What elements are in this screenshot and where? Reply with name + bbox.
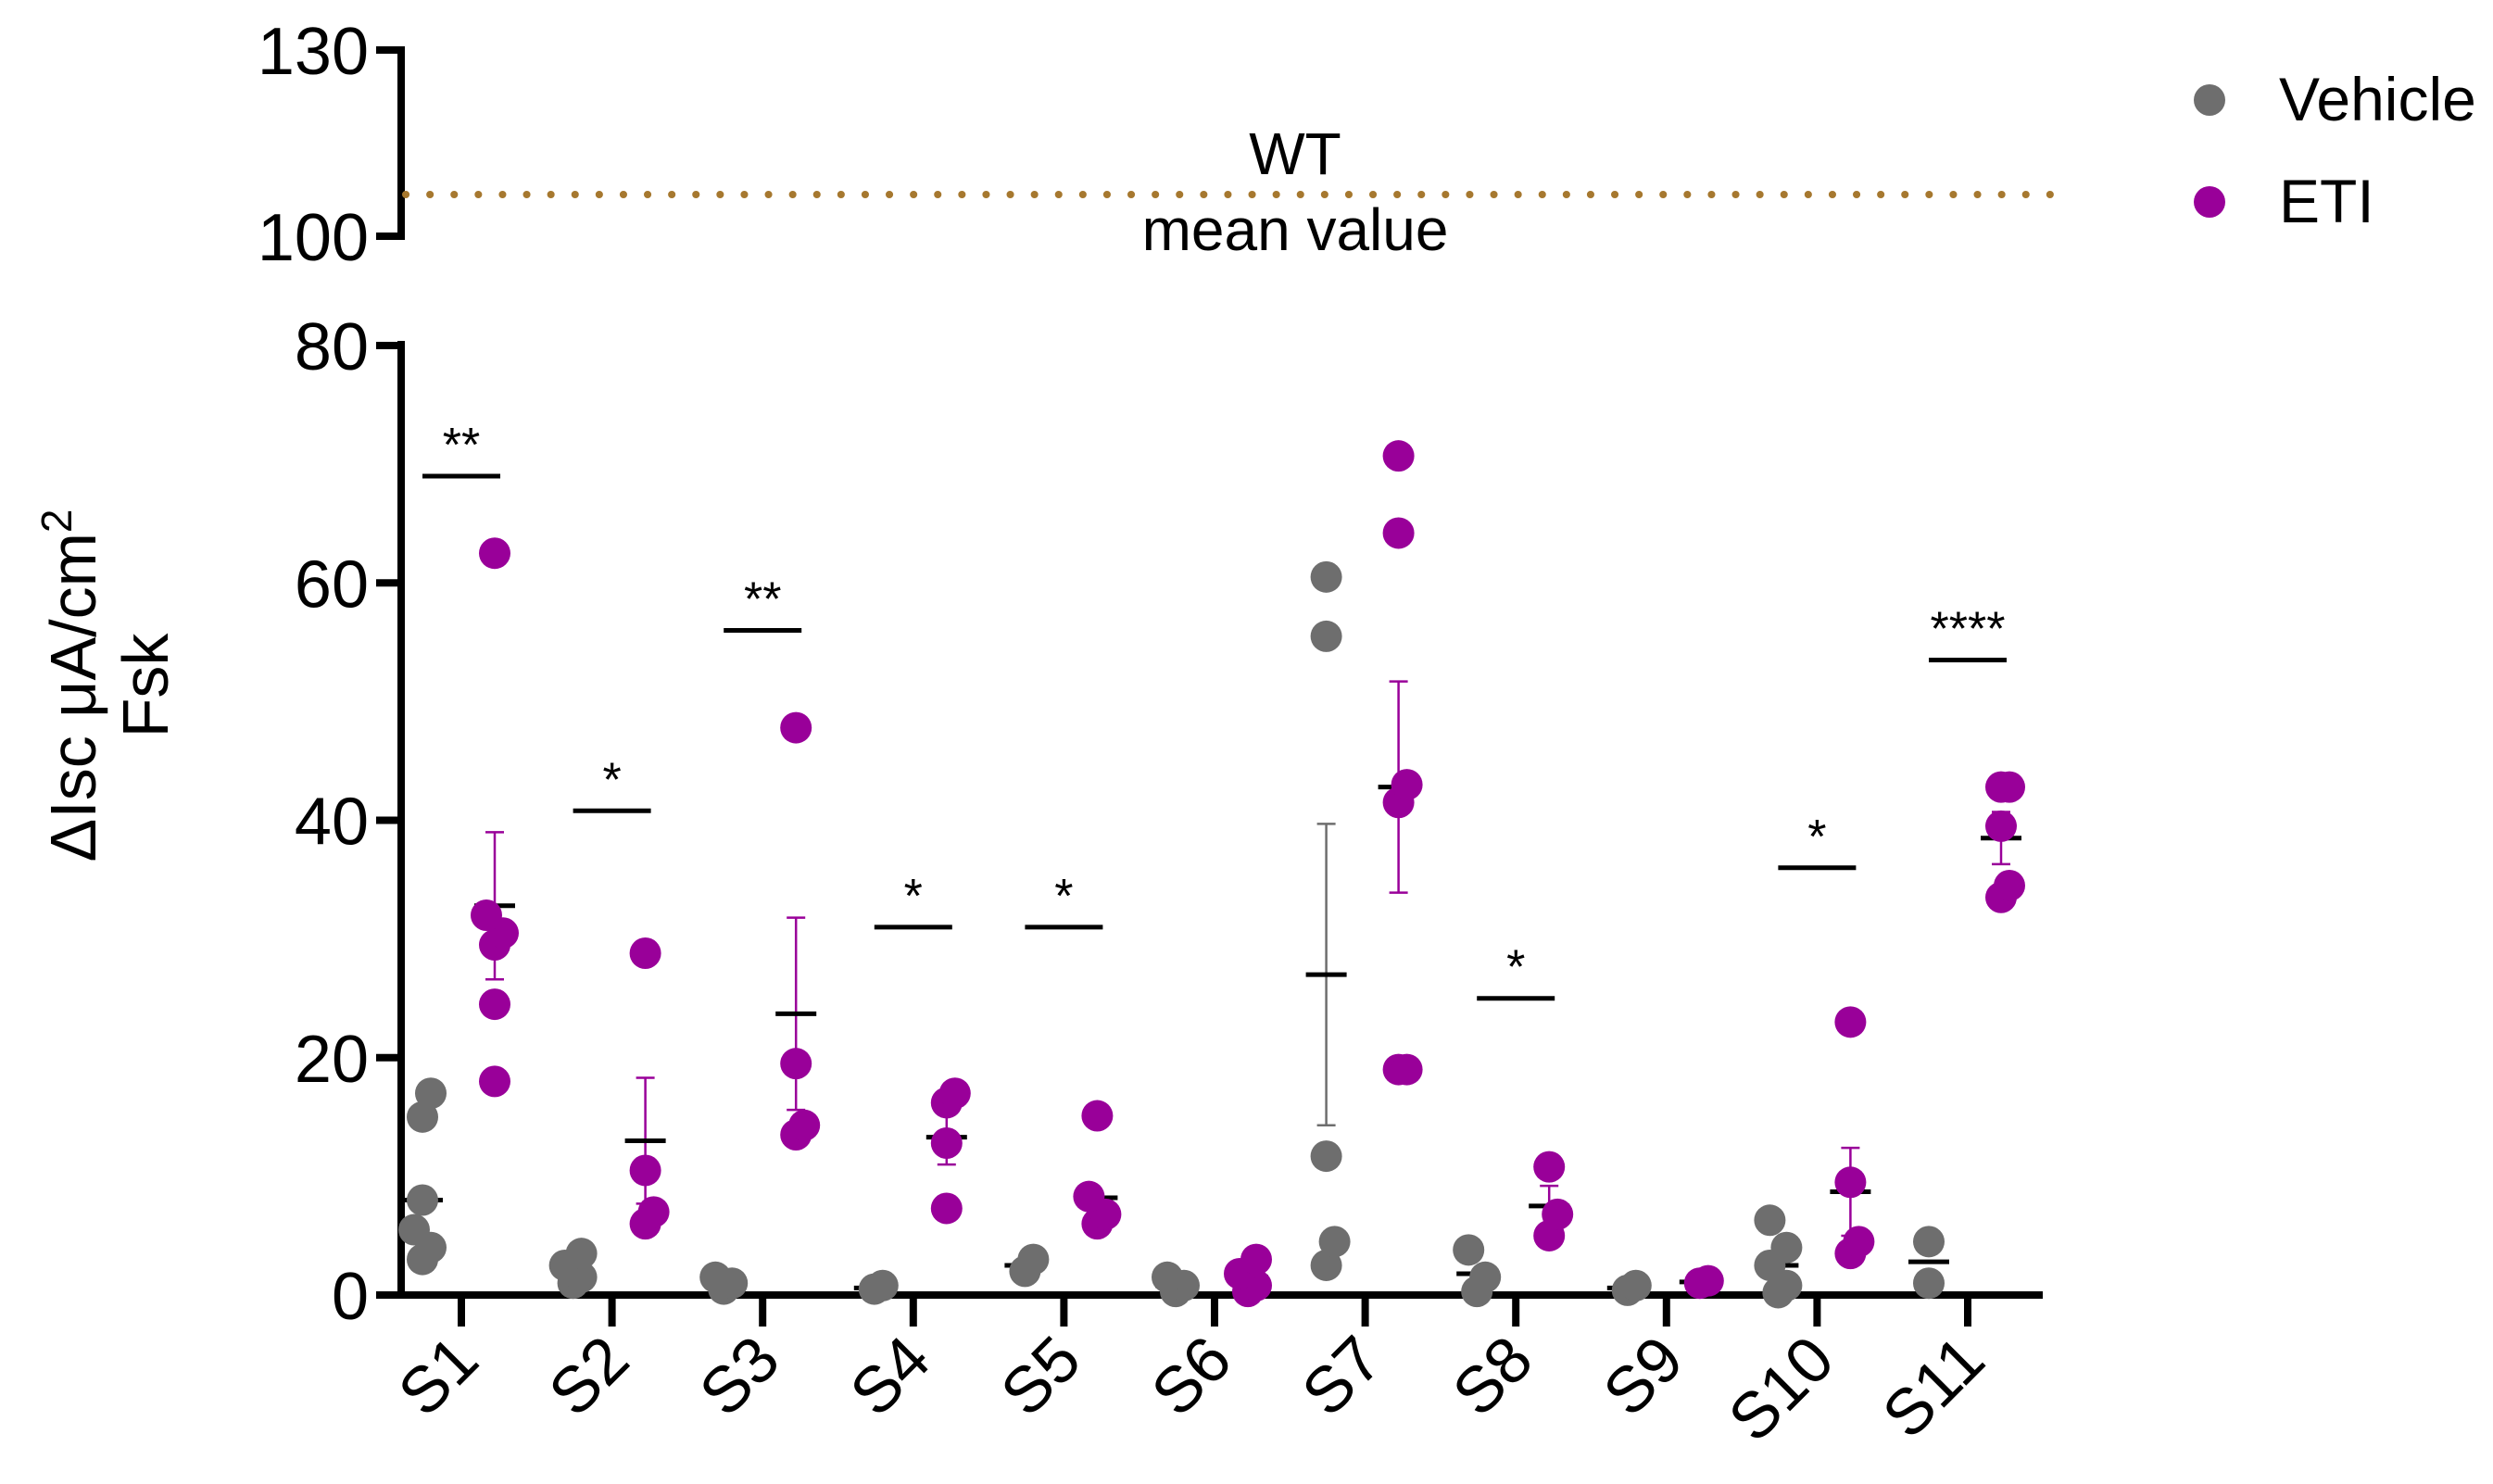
significance-label-s11: **** — [1931, 603, 2006, 657]
significance-label-s10: * — [1807, 811, 1826, 864]
x-tick-label-s4: S4 — [837, 1322, 944, 1429]
significance-label-s1: ** — [443, 419, 480, 472]
y-axis-title-superscript: 2 — [32, 509, 81, 533]
point-vehicle-s7-4 — [1310, 620, 1342, 652]
point-eti-s10-4 — [1834, 1006, 1867, 1038]
x-tick-label-s7: S7 — [1289, 1322, 1396, 1429]
point-vehicle-s1-6 — [415, 1077, 447, 1110]
legend-swatch-eti — [2194, 186, 2225, 218]
point-eti-s3-2 — [788, 1109, 821, 1141]
point-eti-s7-2 — [1391, 1053, 1423, 1086]
significance-label-s2: * — [602, 753, 621, 807]
data-points — [398, 440, 2025, 1309]
y-tick-label-20: 20 — [295, 1023, 369, 1097]
point-eti-s10-2 — [1843, 1226, 1875, 1258]
point-vehicle-s10-5 — [1754, 1204, 1786, 1237]
point-eti-s5-3 — [1073, 1180, 1105, 1213]
point-eti-s7-4 — [1391, 769, 1423, 801]
point-eti-s11-2 — [1994, 869, 2025, 901]
point-vehicle-s7-3 — [1310, 1140, 1342, 1173]
point-eti-s11-3 — [1985, 810, 2017, 842]
point-eti-s1-1 — [479, 1065, 510, 1098]
point-vehicle-s3-3 — [699, 1261, 732, 1293]
x-tick-label-s9: S9 — [1590, 1322, 1697, 1429]
point-vehicle-s2-4 — [565, 1238, 598, 1270]
significance-label-s3: ** — [744, 573, 781, 627]
point-eti-s7-5 — [1382, 517, 1415, 549]
point-eti-s10-3 — [1834, 1166, 1867, 1199]
y-tick-label-130: 130 — [258, 15, 369, 89]
x-tick-label-s10: S10 — [1715, 1322, 1847, 1454]
point-eti-s2-3 — [629, 1154, 661, 1187]
y-axis-title-line1: ΔIsc μA/cm — [37, 533, 109, 861]
y-tick-label-40: 40 — [295, 786, 369, 860]
point-eti-s1-6 — [479, 537, 510, 570]
point-eti-s4-4 — [938, 1077, 971, 1110]
error-bars — [485, 680, 2010, 1238]
point-vehicle-s7-1 — [1310, 1249, 1342, 1281]
point-vehicle-s9-2 — [1619, 1269, 1652, 1302]
point-vehicle-s1-3 — [398, 1214, 430, 1246]
x-tick-label-s6: S6 — [1138, 1322, 1245, 1429]
point-vehicle-s11-1 — [1913, 1267, 1945, 1300]
wt-mean-label-line2: mean value — [1142, 196, 1449, 263]
point-vehicle-s5-2 — [1017, 1243, 1050, 1276]
point-eti-s1-5 — [471, 899, 502, 931]
x-tick-label-s5: S5 — [987, 1322, 1094, 1429]
y-tick-label-100: 100 — [258, 201, 369, 275]
legend: Vehicle ETI — [2194, 65, 2476, 235]
wt-mean-label-line1: WT — [1249, 120, 1341, 187]
point-eti-s5-4 — [1081, 1100, 1114, 1132]
svg-text:ΔIsc μA/cm2: ΔIsc μA/cm2 — [32, 509, 109, 861]
point-vehicle-s11-2 — [1913, 1226, 1945, 1258]
y-tick-label-0: 0 — [332, 1260, 369, 1334]
point-vehicle-s8-2 — [1469, 1261, 1502, 1293]
x-tick-label-s2: S2 — [535, 1322, 643, 1429]
point-eti-s3-3 — [780, 1048, 812, 1080]
x-tick-label-s1: S1 — [384, 1322, 492, 1429]
point-vehicle-s7-2 — [1318, 1226, 1351, 1258]
point-vehicle-s6-3 — [1152, 1261, 1183, 1293]
point-eti-s6-4 — [1240, 1243, 1272, 1276]
point-eti-s3-4 — [780, 711, 812, 744]
point-vehicle-s4-2 — [866, 1269, 899, 1302]
significance-label-s8: * — [1506, 941, 1525, 995]
point-vehicle-s8-3 — [1453, 1234, 1485, 1266]
y-tick-label-60: 60 — [295, 547, 369, 622]
y-ticks-lower: 0 20 40 60 80 — [295, 310, 405, 1334]
y-axis-title-line2: Fsk — [109, 633, 182, 738]
significance-label-s5: * — [1054, 870, 1073, 924]
point-eti-s8-2 — [1542, 1198, 1574, 1230]
point-vehicle-s1-4 — [407, 1184, 438, 1216]
legend-label-eti: ETI — [2279, 167, 2374, 235]
x-tick-label-s3: S3 — [686, 1322, 793, 1429]
point-eti-s2-2 — [637, 1196, 670, 1228]
point-vehicle-s7-5 — [1310, 560, 1342, 593]
legend-swatch-vehicle — [2194, 84, 2225, 116]
point-eti-s4-2 — [930, 1127, 963, 1159]
x-ticks: S1 S2 S3 S4 S5 S6 S7 S8 S9 S10 S11 — [384, 1295, 1998, 1455]
point-vehicle-s10-4 — [1770, 1231, 1803, 1264]
significance-markers: ****** ******* — [422, 419, 2007, 1001]
legend-label-vehicle: Vehicle — [2279, 65, 2476, 133]
x-tick-label-s8: S8 — [1439, 1322, 1546, 1429]
significance-label-s4: * — [904, 870, 923, 924]
x-tick-label-s11: S11 — [1869, 1322, 1998, 1452]
point-eti-s2-4 — [629, 937, 661, 969]
point-vehicle-s1-5 — [407, 1100, 438, 1133]
point-eti-s9-2 — [1692, 1264, 1724, 1297]
point-eti-s11-5 — [1994, 771, 2025, 803]
point-eti-s8-3 — [1533, 1151, 1566, 1183]
point-eti-s4-1 — [930, 1192, 963, 1225]
point-eti-s7-6 — [1382, 440, 1415, 472]
y-axis-title: ΔIsc μA/cm2 Fsk — [32, 509, 182, 861]
y-tick-label-80: 80 — [295, 310, 369, 384]
point-eti-s1-2 — [479, 988, 510, 1021]
